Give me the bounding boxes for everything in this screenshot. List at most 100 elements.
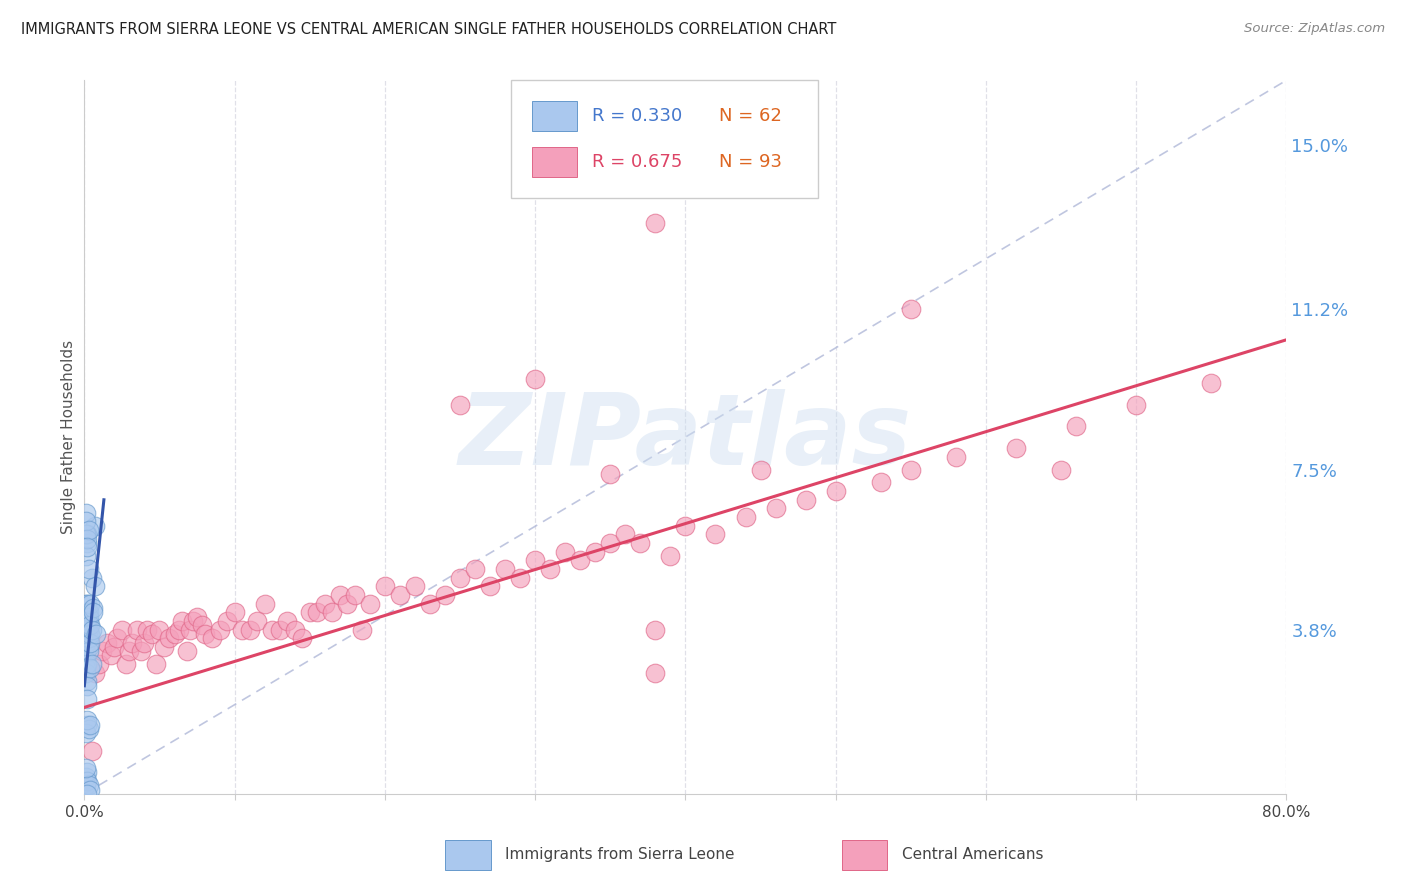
Point: [103, 640, 125, 654]
Point: [75, 506, 97, 520]
Point: [75, 527, 97, 541]
Point: [77, 640, 100, 654]
Point: [307, 605, 329, 619]
Point: [628, 536, 651, 550]
Point: [75, 631, 97, 645]
Point: [246, 614, 269, 628]
Point: [76, 597, 98, 611]
Point: [76, 657, 98, 672]
Point: [75, 661, 97, 675]
Point: [179, 623, 201, 637]
Point: [190, 618, 212, 632]
Point: [77, 778, 100, 792]
Bar: [531, 101, 578, 131]
Point: [75, 665, 97, 680]
Point: [554, 544, 576, 558]
Point: [100, 648, 122, 663]
Point: [1125, 398, 1147, 412]
Point: [186, 609, 208, 624]
Point: [291, 631, 314, 645]
Point: [569, 553, 592, 567]
Point: [153, 640, 176, 654]
Point: [75, 635, 97, 649]
Point: [76, 614, 98, 628]
Point: [449, 571, 471, 585]
Point: [77, 562, 100, 576]
Point: [134, 635, 156, 649]
Point: [343, 588, 366, 602]
Point: [77, 631, 100, 645]
Point: [77, 523, 100, 537]
Point: [141, 627, 163, 641]
Point: [75, 623, 97, 637]
Point: [76, 773, 98, 788]
Point: [314, 597, 336, 611]
Point: [388, 588, 411, 602]
Point: [765, 501, 787, 516]
Point: [79, 782, 101, 797]
Point: [1005, 441, 1028, 455]
Point: [76, 536, 98, 550]
Point: [107, 631, 129, 645]
Point: [644, 216, 666, 230]
Point: [734, 510, 756, 524]
Point: [262, 623, 284, 637]
Point: [76, 765, 98, 780]
Point: [599, 536, 621, 550]
Point: [276, 614, 298, 628]
Point: [352, 623, 374, 637]
Point: [336, 597, 359, 611]
Point: [583, 544, 606, 558]
Point: [86, 627, 108, 641]
Point: [704, 527, 727, 541]
Point: [167, 623, 190, 637]
Point: [824, 484, 846, 499]
Point: [91, 644, 114, 658]
Point: [77, 609, 100, 624]
Point: [75, 778, 97, 792]
Point: [76, 527, 98, 541]
Point: [80, 571, 103, 585]
Point: [83, 579, 105, 593]
Point: [524, 372, 547, 386]
Point: [194, 627, 217, 641]
FancyBboxPatch shape: [512, 80, 818, 198]
Point: [659, 549, 682, 563]
Bar: [531, 147, 578, 178]
Text: N = 62: N = 62: [718, 107, 782, 125]
Point: [77, 644, 100, 658]
Point: [76, 541, 98, 555]
Point: [157, 631, 180, 645]
Point: [76, 714, 98, 728]
Point: [76, 717, 98, 731]
Point: [83, 665, 105, 680]
Point: [83, 518, 105, 533]
Point: [524, 553, 547, 567]
Point: [1050, 462, 1073, 476]
Point: [75, 761, 97, 775]
Text: ZIPatlas: ZIPatlas: [458, 389, 912, 485]
Text: Source: ZipAtlas.com: Source: ZipAtlas.com: [1244, 22, 1385, 36]
Point: [75, 605, 97, 619]
Point: [404, 579, 426, 593]
Bar: [446, 839, 491, 870]
Text: R = 0.330: R = 0.330: [592, 107, 682, 125]
Point: [77, 623, 100, 637]
Point: [76, 623, 98, 637]
Point: [614, 527, 637, 541]
Point: [253, 597, 276, 611]
Point: [79, 635, 101, 649]
Point: [76, 674, 98, 689]
Point: [479, 579, 502, 593]
Point: [449, 398, 471, 412]
Point: [359, 597, 381, 611]
Point: [900, 462, 922, 476]
Point: [82, 605, 104, 619]
Point: [75, 515, 97, 529]
Point: [80, 744, 103, 758]
Text: IMMIGRANTS FROM SIERRA LEONE VS CENTRAL AMERICAN SINGLE FATHER HOUSEHOLDS CORREL: IMMIGRANTS FROM SIERRA LEONE VS CENTRAL …: [21, 22, 837, 37]
Point: [1201, 376, 1223, 390]
Text: N = 93: N = 93: [718, 153, 782, 171]
Point: [644, 623, 666, 637]
Point: [749, 462, 772, 476]
